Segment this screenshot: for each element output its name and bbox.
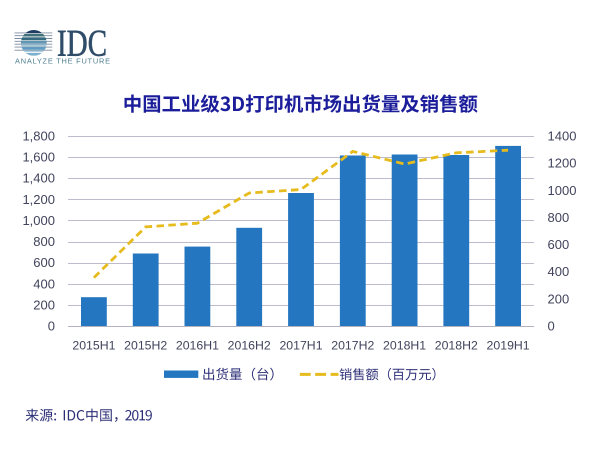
svg-text:200: 200 <box>548 291 570 306</box>
svg-text:200: 200 <box>33 297 55 312</box>
svg-text:1200: 1200 <box>548 156 577 171</box>
svg-text:1,000: 1,000 <box>22 213 55 228</box>
svg-text:800: 800 <box>33 234 55 249</box>
svg-text:2016H2: 2016H2 <box>228 339 271 353</box>
svg-text:1000: 1000 <box>548 183 577 198</box>
svg-text:2017H1: 2017H1 <box>279 339 322 353</box>
svg-text:0: 0 <box>548 319 555 334</box>
svg-text:2019H1: 2019H1 <box>487 339 530 353</box>
svg-text:2015H2: 2015H2 <box>124 339 167 353</box>
svg-text:1,800: 1,800 <box>22 129 55 144</box>
svg-text:1400: 1400 <box>548 129 577 144</box>
svg-text:1,600: 1,600 <box>22 150 55 165</box>
svg-text:2015H1: 2015H1 <box>72 339 115 353</box>
svg-text:2018H1: 2018H1 <box>383 339 426 353</box>
svg-text:400: 400 <box>548 264 570 279</box>
svg-text:600: 600 <box>33 255 55 270</box>
svg-text:2018H2: 2018H2 <box>435 339 478 353</box>
svg-text:600: 600 <box>548 237 570 252</box>
svg-text:2016H1: 2016H1 <box>176 339 219 353</box>
svg-text:ANALYZE THE FUTURE: ANALYZE THE FUTURE <box>15 56 110 65</box>
svg-text:2017H2: 2017H2 <box>331 339 374 353</box>
svg-text:800: 800 <box>548 210 570 225</box>
svg-text:0: 0 <box>48 319 55 334</box>
svg-text:1,200: 1,200 <box>22 192 55 207</box>
svg-text:1,400: 1,400 <box>22 171 55 186</box>
svg-text:400: 400 <box>33 276 55 291</box>
